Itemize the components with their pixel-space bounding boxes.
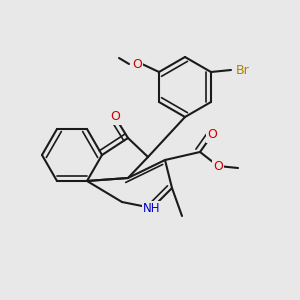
Text: O: O [110, 110, 120, 124]
Text: O: O [213, 160, 223, 172]
Text: O: O [132, 58, 142, 70]
Text: O: O [207, 128, 217, 142]
Text: NH: NH [143, 202, 161, 214]
Text: Br: Br [236, 64, 250, 76]
